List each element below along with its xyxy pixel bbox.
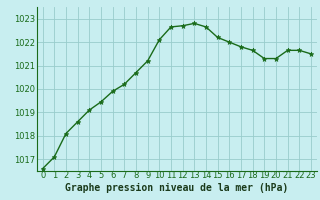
X-axis label: Graphe pression niveau de la mer (hPa): Graphe pression niveau de la mer (hPa) [65, 183, 288, 193]
